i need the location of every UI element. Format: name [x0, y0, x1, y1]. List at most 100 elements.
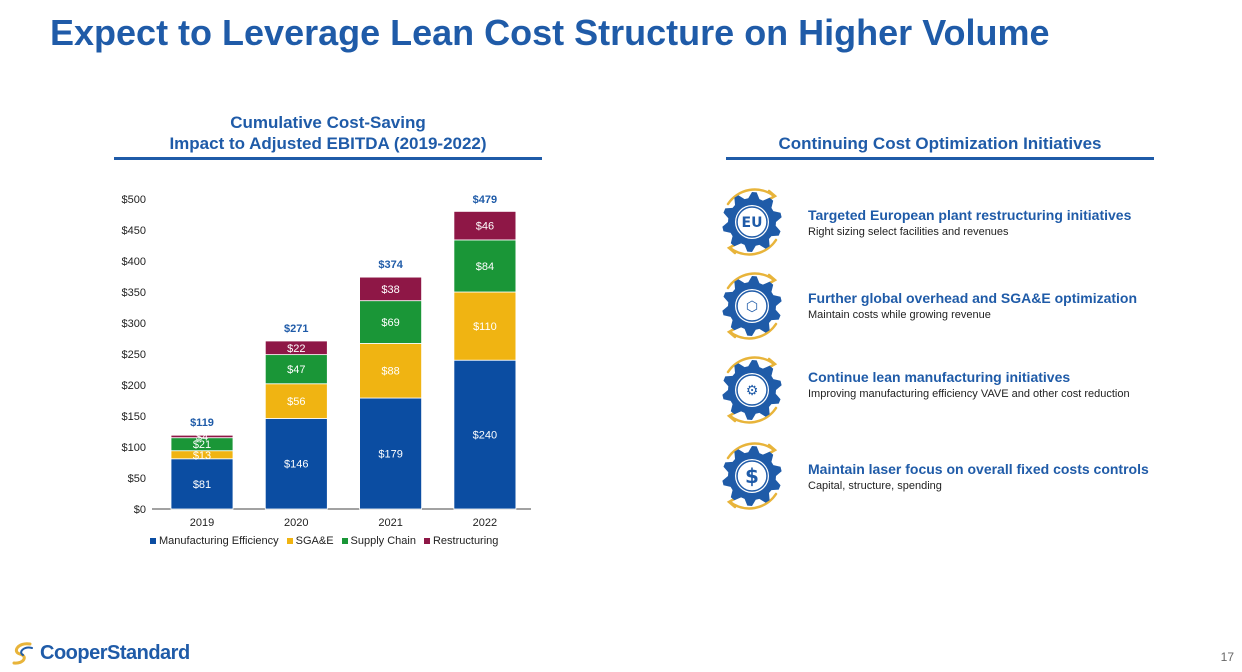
page-title: Expect to Leverage Lean Cost Structure o…	[50, 12, 1050, 53]
bar-restructuring-2021	[359, 276, 423, 302]
bar-supply-chain-2021	[359, 300, 423, 344]
gear-hub	[735, 459, 769, 493]
data-label-restructuring-2019: $4	[196, 431, 208, 443]
initiative-text: Further global overhead and SGA&E optimi…	[808, 290, 1178, 322]
gear-hub-ring	[736, 290, 768, 322]
bar-sgae-2022	[453, 291, 517, 361]
data-label-manufacturing-2020: $146	[284, 459, 308, 471]
initiative-title: Maintain laser focus on overall fixed co…	[808, 461, 1149, 477]
x-tick-label-2019: 2019	[190, 517, 214, 529]
data-label-manufacturing-2019: $81	[193, 479, 211, 491]
legend-swatch-supply-chain	[341, 538, 348, 544]
initiative-title: Further global overhead and SGA&E optimi…	[808, 290, 1138, 306]
y-tick-label: $450	[122, 225, 146, 237]
gear-hub	[735, 205, 769, 239]
x-tick-label-2020: 2020	[284, 517, 308, 529]
data-label-sgae-2020: $56	[287, 396, 305, 408]
y-tick-label: $400	[122, 256, 146, 268]
total-label-2021: $374	[378, 259, 403, 271]
legend-label-manufacturing: Manufacturing Efficiency	[159, 535, 279, 547]
data-label-sgae-2019: $13	[193, 450, 211, 462]
legend-label-restructuring: Restructuring	[432, 535, 499, 547]
legend-item-sgae: SGA&E	[286, 535, 334, 547]
rotation-arrow-bottom	[728, 406, 778, 424]
cog-symbol: ⚙	[746, 383, 759, 399]
chart-title-underline	[114, 157, 542, 160]
data-label-supply-chain-2020: $47	[287, 364, 305, 376]
cube-symbol: ⬡	[746, 299, 758, 315]
initiative-title: Continue lean manufacturing initiatives	[808, 369, 1071, 385]
y-tick-label: $0	[134, 504, 146, 516]
data-label-sgae-2021: $88	[381, 366, 399, 378]
initiative-lean-manufacturing: ⚙ Continue lean manufacturing initiative…	[712, 350, 1182, 430]
initiative-description: Improving manufacturing efficiency VAVE …	[808, 388, 1130, 400]
gear-hub	[735, 289, 769, 323]
initiative-fixed-costs: $ Maintain laser focus on overall fixed …	[712, 436, 1182, 516]
gear-hub	[735, 373, 769, 407]
initiative-title: Targeted European plant restructuring in…	[808, 207, 1132, 223]
logo-text: CooperStandard	[40, 641, 190, 664]
total-label-2019: $119	[190, 417, 214, 429]
data-label-restructuring-2022: $46	[476, 221, 494, 233]
cooper-swoosh-icon	[12, 642, 33, 665]
initiative-european-restructuring: EU Targeted European plant restructuring…	[712, 182, 1182, 262]
initiatives-underline	[726, 157, 1154, 160]
data-label-supply-chain-2022: $84	[476, 261, 494, 273]
bar-manufacturing-2019	[170, 458, 234, 510]
initiative-text: Maintain laser focus on overall fixed co…	[808, 461, 1178, 493]
chart-title-line-2: Impact to Adjusted EBITDA (2019-2022)	[169, 134, 487, 153]
dollar-gear-icon: $	[722, 442, 782, 510]
bar-manufacturing-2020	[264, 418, 328, 510]
chart-title-line-1: Cumulative Cost-Saving	[230, 113, 426, 132]
legend-swatch-sgae	[286, 538, 293, 544]
legend-label-supply-chain: Supply Chain	[350, 535, 416, 547]
rotation-arrow-top	[726, 272, 776, 290]
y-tick-label: $200	[122, 380, 146, 392]
bar-manufacturing-2021	[359, 397, 423, 510]
initiatives-header: Continuing Cost Optimization Initiatives	[778, 134, 1102, 153]
legend-label-sgae: SGA&E	[295, 535, 334, 547]
initiative-overhead-sgae: ⬡ Further global overhead and SGA&E opti…	[712, 266, 1182, 346]
bar-restructuring-2022	[453, 210, 517, 241]
initiative-description: Right sizing select facilities and reven…	[808, 226, 1009, 238]
chart-legend: Manufacturing Efficiency SGA&E Supply Ch…	[150, 535, 498, 547]
rotation-arrow-bottom	[728, 238, 778, 256]
initiative-text: Continue lean manufacturing initiatives …	[808, 369, 1178, 401]
europe-map-gear-icon: EU	[722, 188, 782, 256]
legend-item-manufacturing: Manufacturing Efficiency	[150, 535, 279, 547]
initiative-description: Maintain costs while growing revenue	[808, 309, 991, 321]
cube-gear-icon: ⬡	[722, 272, 782, 340]
y-tick-label: $300	[122, 318, 146, 330]
bar-supply-chain-2020	[264, 354, 328, 385]
initiative-description: Capital, structure, spending	[808, 480, 942, 492]
europe-map-symbol: EU	[742, 215, 763, 231]
gear-hub-ring	[736, 374, 768, 406]
data-label-supply-chain-2019: $21	[193, 439, 211, 451]
y-tick-label: $250	[122, 349, 146, 361]
data-label-restructuring-2020: $22	[287, 343, 305, 355]
cog-gear-icon: ⚙	[722, 356, 782, 424]
legend-swatch-manufacturing	[150, 538, 156, 544]
data-label-supply-chain-2021: $69	[381, 317, 399, 329]
bar-manufacturing-2022	[453, 359, 517, 510]
rotation-arrow-top	[726, 356, 776, 374]
rotation-arrow-bottom	[728, 492, 778, 510]
x-tick-label-2022: 2022	[473, 517, 497, 529]
y-tick-label: $150	[122, 411, 146, 423]
dollar-symbol: $	[745, 464, 759, 488]
gear-hub-ring	[736, 460, 768, 492]
page-number: 17	[1220, 650, 1234, 664]
bar-sgae-2021	[359, 343, 423, 399]
bar-restructuring-2019	[170, 434, 234, 439]
legend-swatch-restructuring	[423, 538, 430, 544]
data-label-sgae-2022: $110	[473, 321, 497, 333]
rotation-arrow-top	[726, 442, 776, 460]
legend-item-supply-chain: Supply Chain	[341, 535, 416, 547]
data-label-manufacturing-2022: $240	[473, 430, 497, 442]
gear-hub-ring	[736, 206, 768, 238]
total-label-2020: $271	[284, 323, 308, 335]
bar-supply-chain-2022	[453, 239, 517, 293]
y-tick-label: $50	[128, 473, 146, 485]
stacked-bar-chart: $0 $50 $100 $150 $200 $250 $300 $350 $400 $450 $50…	[122, 194, 531, 529]
initiative-text: Targeted European plant restructuring in…	[808, 207, 1178, 239]
